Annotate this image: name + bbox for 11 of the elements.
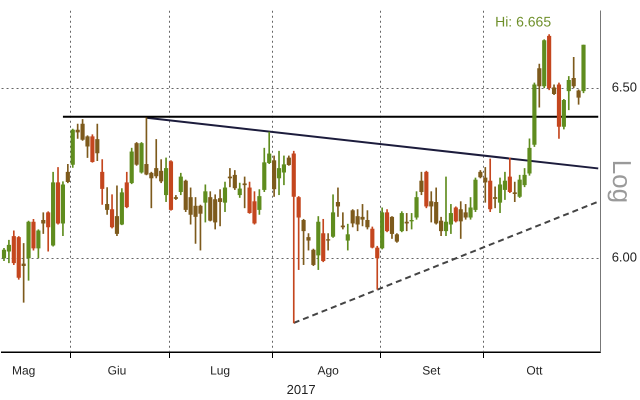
x-tick-label: Ago [317, 364, 340, 378]
text: Log [606, 160, 637, 204]
annotation: Hi: 6.665 [495, 13, 552, 30]
x-tick-label: Giu [108, 364, 126, 378]
x-tick-label: Lug [210, 364, 230, 378]
x-tick-label: Mag [12, 364, 36, 378]
x-axis-title: 2017 [286, 382, 316, 397]
y-tick-label: 6.50 [612, 79, 638, 94]
x-tick-label: Set [422, 364, 441, 378]
x-tick-label: Ott [526, 364, 544, 378]
y-tick-label: 6.00 [612, 249, 638, 264]
